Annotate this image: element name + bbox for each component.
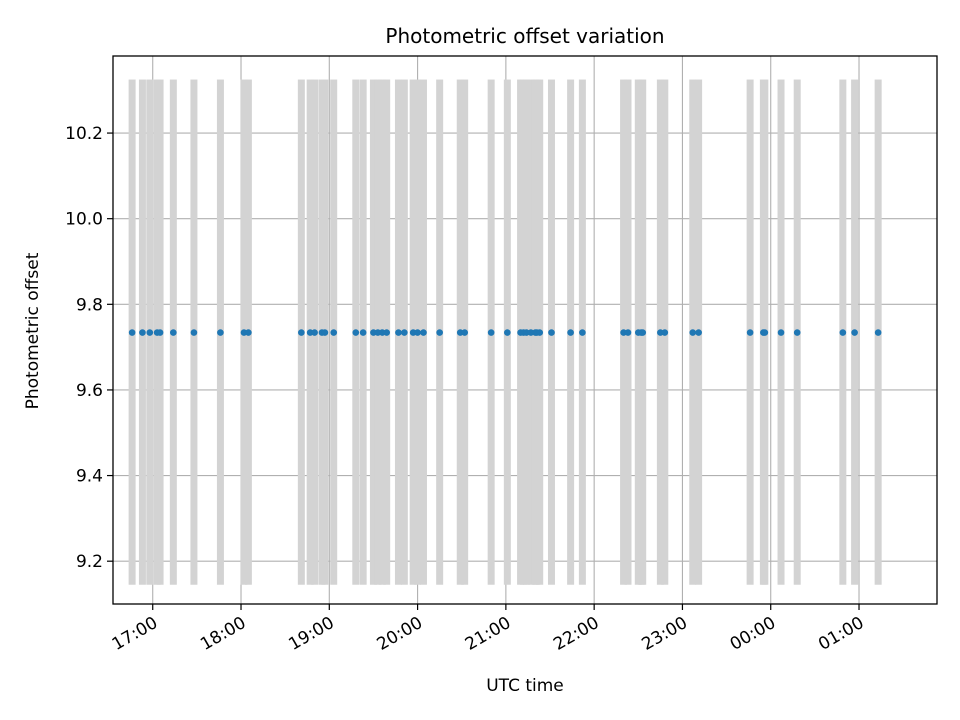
data-point — [504, 329, 511, 336]
x-tick-label: 17:00 — [109, 613, 161, 655]
data-point — [383, 329, 390, 336]
data-point — [567, 329, 574, 336]
x-tick-label: 00:00 — [727, 613, 779, 655]
data-point — [146, 329, 154, 336]
data-point — [311, 329, 318, 336]
y-axis-label: Photometric offset — [23, 252, 43, 409]
data-point — [128, 329, 136, 336]
chart-title: Photometric offset variation — [385, 24, 664, 48]
x-tick-label: 23:00 — [639, 613, 691, 655]
data-point — [689, 329, 697, 336]
x-tick-label: 18:00 — [197, 613, 249, 655]
data-point — [139, 329, 146, 336]
data-point — [436, 329, 443, 336]
y-tick-label: 9.4 — [76, 467, 103, 487]
data-point — [401, 329, 408, 336]
data-point — [330, 329, 338, 336]
data-point — [414, 329, 421, 336]
data-point — [321, 329, 329, 336]
data-point — [359, 329, 367, 336]
y-tick-label: 9.8 — [76, 295, 103, 315]
data-point — [548, 329, 555, 336]
data-point — [579, 329, 586, 336]
data-point — [661, 329, 669, 336]
data-point — [170, 329, 177, 336]
data-point — [245, 329, 252, 336]
data-point — [536, 329, 544, 336]
data-point — [874, 329, 882, 336]
data-point — [352, 329, 360, 336]
data-point — [761, 329, 769, 336]
data-point — [793, 329, 801, 336]
plot-frame — [112, 55, 938, 605]
x-axis-label: UTC time — [486, 676, 564, 696]
x-axis-ticks: 17:00 18:00 19:00 20:00 21:00 22:00 23:00 00:00… — [109, 604, 868, 655]
data-point — [190, 329, 198, 336]
data-point — [639, 329, 647, 336]
data-point — [851, 329, 858, 336]
data-point — [624, 329, 632, 336]
data-point — [839, 329, 847, 336]
data-point — [298, 329, 305, 336]
y-axis-ticks: 9.2 9.4 9.6 9.8 10.0 10.2 — [65, 124, 113, 572]
x-tick-label: 21:00 — [462, 613, 514, 655]
data-point — [395, 329, 402, 336]
data-point — [217, 329, 224, 336]
y-tick-label: 9.2 — [76, 552, 103, 572]
x-tick-label: 19:00 — [285, 613, 337, 655]
offset-points — [128, 329, 882, 336]
y-tick-label: 10.2 — [65, 124, 103, 144]
data-point — [420, 329, 427, 336]
x-tick-label: 01:00 — [815, 613, 867, 655]
data-point — [746, 329, 754, 336]
y-tick-label: 9.6 — [76, 381, 103, 401]
y-tick-label: 10.0 — [65, 210, 103, 230]
data-point — [487, 329, 495, 336]
data-point — [156, 329, 164, 336]
x-tick-label: 22:00 — [550, 613, 602, 655]
data-point — [777, 329, 785, 336]
x-tick-label: 20:00 — [374, 613, 426, 655]
data-point — [695, 329, 702, 336]
data-point — [461, 329, 468, 336]
